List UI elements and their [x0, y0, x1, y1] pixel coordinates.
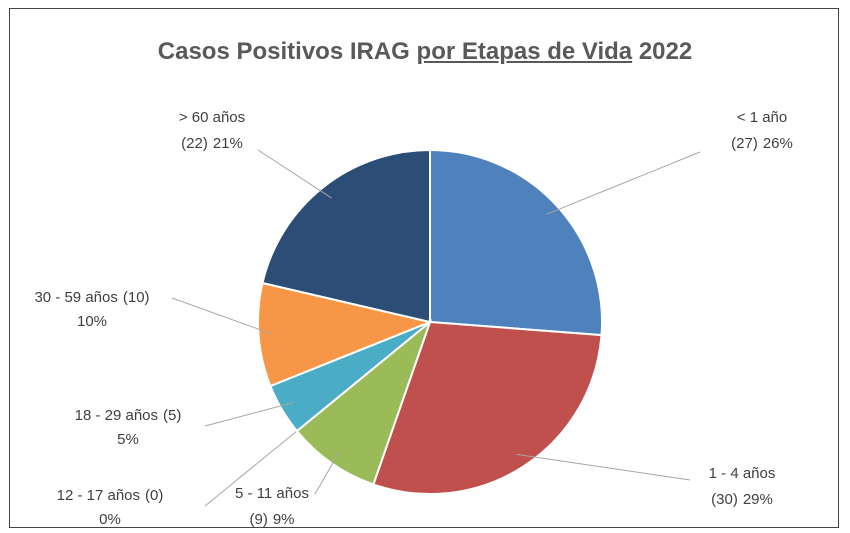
percent-label: 21%	[213, 135, 243, 152]
pie-slice	[372, 320, 603, 495]
category-label: 18 - 29 años	[75, 407, 158, 424]
count-label: (5)	[163, 407, 181, 424]
count-label: (27)	[731, 135, 758, 152]
count-label: (9)	[249, 511, 267, 528]
category-label: < 1 año	[737, 109, 787, 126]
percent-label: 5%	[117, 431, 139, 448]
leader-line	[204, 421, 308, 507]
category-label: 30 - 59 años	[34, 289, 117, 306]
pie-slice	[261, 148, 431, 324]
count-label: (10)	[123, 289, 150, 306]
data-label: 5 - 11 años (9) 9%	[235, 485, 309, 528]
leader-line	[545, 151, 701, 215]
category-label: 12 - 17 años	[57, 487, 140, 504]
leader-line	[516, 453, 691, 481]
pie-slice	[429, 148, 603, 337]
data-label: 1 - 4 años (30) 29%	[709, 465, 776, 508]
percent-label: 26%	[763, 135, 793, 152]
title-part: por Etapas de Vida	[416, 38, 633, 65]
pie-slice	[295, 318, 433, 486]
data-label: 12 - 17 años (0) 0%	[57, 487, 164, 528]
leader-line	[171, 297, 273, 335]
category-label: 1 - 4 años	[709, 465, 776, 482]
pie-slice	[257, 281, 434, 388]
percent-label: 0%	[99, 511, 121, 528]
data-label: 30 - 59 años (10) 10%	[34, 289, 149, 330]
leader-line	[314, 451, 340, 495]
count-label: (22)	[181, 135, 208, 152]
percent-label: 10%	[77, 313, 107, 330]
data-label: 18 - 29 años (5) 5%	[75, 407, 182, 448]
percent-label: 9%	[273, 511, 295, 528]
title-part: 2022	[638, 38, 693, 65]
chart-frame	[9, 8, 839, 528]
data-label: > 60 años (22) 21%	[179, 109, 245, 152]
chart-title: Casos Positivos IRAG por Etapas de Vida …	[0, 38, 850, 66]
category-label: > 60 años	[179, 109, 245, 126]
data-label: < 1 año (27) 26%	[731, 109, 793, 152]
leader-line	[204, 402, 294, 427]
count-label: (30)	[711, 491, 738, 508]
leader-line	[257, 149, 332, 199]
percent-label: 29%	[743, 491, 773, 508]
count-label: (0)	[145, 487, 163, 504]
category-label: 5 - 11 años	[235, 485, 309, 502]
title-part: Casos Positivos IRAG	[157, 38, 410, 65]
